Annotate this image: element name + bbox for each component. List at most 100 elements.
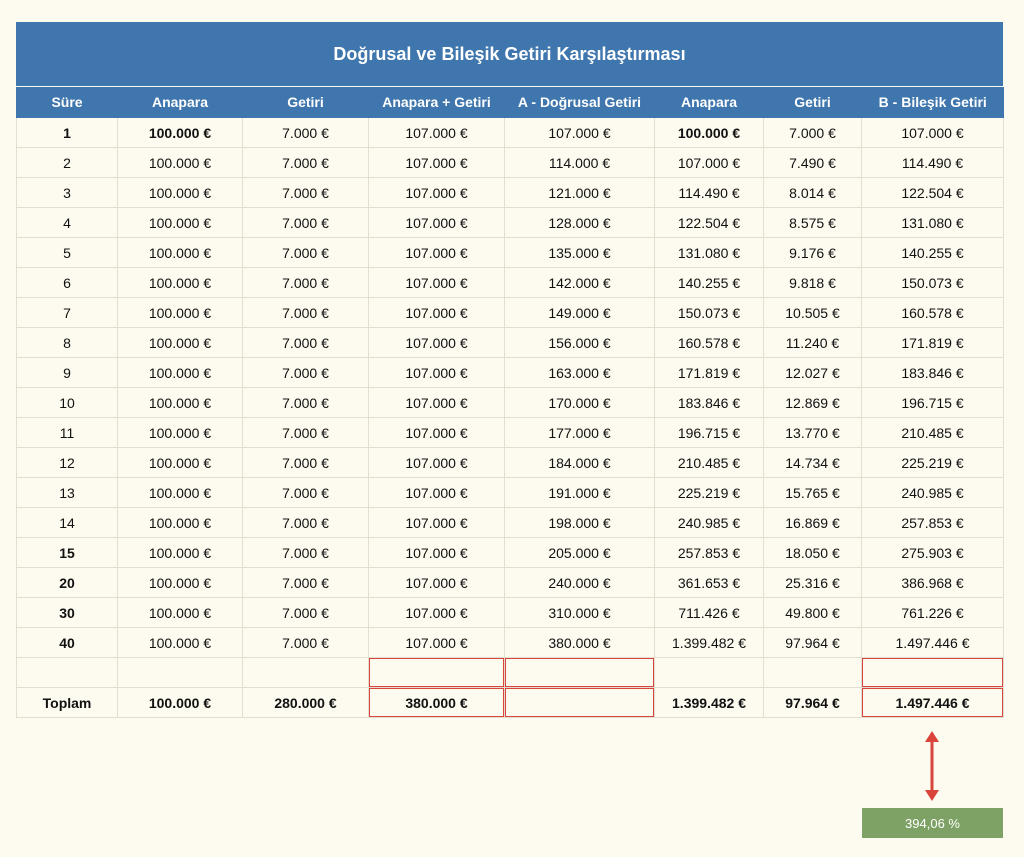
cell-anapara[interactable]: 100.000 € — [117, 357, 243, 388]
cell-getiri-b[interactable]: 7.000 € — [763, 117, 862, 148]
cell-anapara-b[interactable]: 225.219 € — [654, 477, 764, 508]
cell-anapara[interactable]: 100.000 € — [117, 117, 243, 148]
cell-getiri-b[interactable]: 11.240 € — [763, 327, 862, 358]
total-a-dogrusal-getiri[interactable] — [504, 687, 655, 718]
cell-b-bilesik-getiri[interactable]: 171.819 € — [861, 327, 1004, 358]
cell-getiri[interactable]: 7.000 € — [242, 567, 369, 598]
cell-getiri[interactable]: 7.000 € — [242, 357, 369, 388]
cell-anapara[interactable]: 100.000 € — [117, 447, 243, 478]
cell-anapara-b[interactable]: 210.485 € — [654, 447, 764, 478]
cell-a-dogrusal-getiri[interactable]: 107.000 € — [504, 117, 655, 148]
total-anapara[interactable]: 100.000 € — [117, 687, 243, 718]
cell-a-dogrusal-getiri[interactable]: 191.000 € — [504, 477, 655, 508]
column-header-getiri[interactable]: Getiri — [242, 87, 369, 118]
cell-anapara-b[interactable]: 140.255 € — [654, 267, 764, 298]
cell-getiri[interactable]: 7.000 € — [242, 117, 369, 148]
cell-sure[interactable]: 7 — [16, 297, 118, 328]
cell-b-bilesik-getiri[interactable]: 275.903 € — [861, 537, 1004, 568]
cell-sure[interactable]: 5 — [16, 237, 118, 268]
cell-getiri[interactable]: 7.000 € — [242, 537, 369, 568]
cell-a-dogrusal-getiri[interactable]: 149.000 € — [504, 297, 655, 328]
cell-getiri-b[interactable]: 8.014 € — [763, 177, 862, 208]
cell-getiri-b[interactable]: 7.490 € — [763, 147, 862, 178]
cell-a-dogrusal-getiri[interactable]: 142.000 € — [504, 267, 655, 298]
cell-sure[interactable]: 40 — [16, 627, 118, 658]
cell-getiri-b[interactable]: 49.800 € — [763, 597, 862, 628]
cell-a-dogrusal-getiri[interactable]: 135.000 € — [504, 237, 655, 268]
cell-getiri-b[interactable]: 12.869 € — [763, 387, 862, 418]
cell-getiri[interactable]: 7.000 € — [242, 447, 369, 478]
total-anapara-b[interactable]: 1.399.482 € — [654, 687, 764, 718]
cell-anapara-b[interactable]: 171.819 € — [654, 357, 764, 388]
column-header-anapara-b[interactable]: Anapara — [654, 87, 764, 118]
cell-b-bilesik-getiri[interactable]: 257.853 € — [861, 507, 1004, 538]
cell-b-bilesik-getiri[interactable]: 160.578 € — [861, 297, 1004, 328]
cell-anapara-getiri[interactable]: 107.000 € — [368, 207, 505, 238]
cell-sure[interactable]: 4 — [16, 207, 118, 238]
total-getiri-b[interactable]: 97.964 € — [763, 687, 862, 718]
cell-sure[interactable]: 12 — [16, 447, 118, 478]
cell-a-dogrusal-getiri[interactable]: 205.000 € — [504, 537, 655, 568]
cell-a-dogrusal-getiri[interactable]: 184.000 € — [504, 447, 655, 478]
cell-a-dogrusal-getiri[interactable]: 128.000 € — [504, 207, 655, 238]
cell-anapara-b[interactable]: 196.715 € — [654, 417, 764, 448]
cell-getiri-b[interactable]: 13.770 € — [763, 417, 862, 448]
cell-anapara-getiri[interactable]: 107.000 € — [368, 357, 505, 388]
cell-anapara-getiri[interactable]: 107.000 € — [368, 387, 505, 418]
cell-a-dogrusal-getiri[interactable]: 156.000 € — [504, 327, 655, 358]
cell-anapara-getiri[interactable]: 107.000 € — [368, 177, 505, 208]
cell-anapara[interactable]: 100.000 € — [117, 507, 243, 538]
cell-getiri-b[interactable]: 25.316 € — [763, 567, 862, 598]
cell-anapara-getiri[interactable]: 107.000 € — [368, 327, 505, 358]
cell-anapara[interactable]: 100.000 € — [117, 267, 243, 298]
cell-sure[interactable]: 10 — [16, 387, 118, 418]
cell-getiri-b[interactable]: 12.027 € — [763, 357, 862, 388]
cell-sure[interactable]: 14 — [16, 507, 118, 538]
column-header-getiri-b[interactable]: Getiri — [763, 87, 862, 118]
cell-sure[interactable]: 30 — [16, 597, 118, 628]
cell-a-dogrusal-getiri[interactable]: 380.000 € — [504, 627, 655, 658]
cell-anapara-getiri[interactable]: 107.000 € — [368, 567, 505, 598]
cell-anapara-b[interactable]: 361.653 € — [654, 567, 764, 598]
cell-a-dogrusal-getiri[interactable]: 114.000 € — [504, 147, 655, 178]
cell-getiri[interactable]: 7.000 € — [242, 327, 369, 358]
cell-anapara-getiri[interactable]: 107.000 € — [368, 147, 505, 178]
cell-b-bilesik-getiri[interactable]: 210.485 € — [861, 417, 1004, 448]
cell-b-bilesik-getiri[interactable]: 761.226 € — [861, 597, 1004, 628]
cell-a-dogrusal-getiri[interactable]: 170.000 € — [504, 387, 655, 418]
cell-b-bilesik-getiri[interactable]: 240.985 € — [861, 477, 1004, 508]
cell-getiri[interactable]: 7.000 € — [242, 417, 369, 448]
cell-b-bilesik-getiri[interactable]: 150.073 € — [861, 267, 1004, 298]
column-header-a-dogrusal-getiri[interactable]: A - Doğrusal Getiri — [504, 87, 655, 118]
cell-anapara-getiri[interactable]: 107.000 € — [368, 477, 505, 508]
cell-sure[interactable]: 15 — [16, 537, 118, 568]
cell-anapara-getiri[interactable]: 107.000 € — [368, 417, 505, 448]
cell-anapara-getiri[interactable]: 107.000 € — [368, 537, 505, 568]
cell-anapara-b[interactable]: 107.000 € — [654, 147, 764, 178]
cell-getiri[interactable]: 7.000 € — [242, 237, 369, 268]
cell-anapara-b[interactable]: 122.504 € — [654, 207, 764, 238]
cell-anapara-getiri[interactable]: 107.000 € — [368, 237, 505, 268]
cell-sure[interactable]: 20 — [16, 567, 118, 598]
cell-b-bilesik-getiri[interactable]: 140.255 € — [861, 237, 1004, 268]
cell-anapara-b[interactable]: 1.399.482 € — [654, 627, 764, 658]
cell-anapara[interactable]: 100.000 € — [117, 177, 243, 208]
cell-a-dogrusal-getiri[interactable]: 310.000 € — [504, 597, 655, 628]
cell-getiri-b[interactable]: 16.869 € — [763, 507, 862, 538]
cell-sure[interactable]: 3 — [16, 177, 118, 208]
cell-b-bilesik-getiri[interactable]: 114.490 € — [861, 147, 1004, 178]
cell-getiri[interactable]: 7.000 € — [242, 627, 369, 658]
cell-b-bilesik-getiri[interactable]: 107.000 € — [861, 117, 1004, 148]
cell-anapara-getiri[interactable]: 107.000 € — [368, 507, 505, 538]
cell-anapara[interactable]: 100.000 € — [117, 537, 243, 568]
cell-getiri[interactable]: 7.000 € — [242, 387, 369, 418]
cell-anapara-b[interactable]: 150.073 € — [654, 297, 764, 328]
cell-getiri-b[interactable]: 18.050 € — [763, 537, 862, 568]
cell-getiri-b[interactable]: 15.765 € — [763, 477, 862, 508]
empty-cell[interactable] — [861, 657, 1004, 688]
cell-a-dogrusal-getiri[interactable]: 177.000 € — [504, 417, 655, 448]
cell-anapara[interactable]: 100.000 € — [117, 597, 243, 628]
cell-anapara-b[interactable]: 240.985 € — [654, 507, 764, 538]
column-header-b-bilesik-getiri[interactable]: B - Bileşik Getiri — [861, 87, 1004, 118]
cell-anapara-b[interactable]: 131.080 € — [654, 237, 764, 268]
